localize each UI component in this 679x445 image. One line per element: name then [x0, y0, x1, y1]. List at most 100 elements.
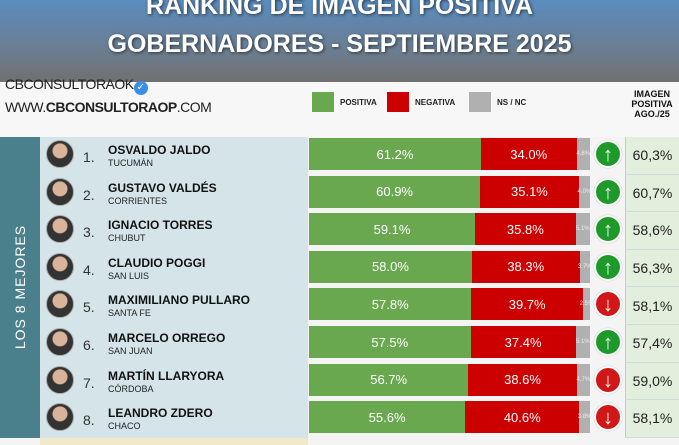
bar-positive: 56.7% — [309, 363, 469, 396]
bar-nsnc: 5.1% — [575, 213, 590, 246]
bar-positive: 57.8% — [309, 288, 472, 321]
rank: 1. — [83, 149, 95, 165]
table-row: 2. GUSTAVO VALDÉS CORRIENTES 60.9% 35.1%… — [40, 174, 679, 213]
table-row: 7. MARTÍN LLARYORA CÓRDOBA 56.7% 38.6% 4… — [40, 362, 679, 401]
bar-positive: 58.0% — [309, 250, 472, 283]
brand-url: WWW.CBCONSULTORAOP.COM — [5, 99, 212, 115]
bar-negative: 38.6% — [468, 363, 577, 396]
bar-nsnc: 2.5% — [580, 288, 593, 321]
stacked-bar: 57.8% 39.7% 2.5% — [309, 288, 593, 321]
province: SAN JUAN — [108, 346, 153, 356]
bar-nsnc: 3.8% — [578, 401, 592, 434]
bar-nsnc: 3.7% — [578, 250, 592, 283]
avatar — [46, 290, 74, 319]
bar-nsnc: 4.8% — [576, 138, 590, 170]
legend-label: POSITIVA — [340, 97, 377, 107]
legend-negativa: NEGATIVA — [387, 92, 455, 112]
prev-value: 59,0% — [625, 362, 679, 401]
prev-column-header: IMAGEN POSITIVA AGO./25 — [631, 89, 673, 119]
avatar — [46, 328, 74, 356]
avatar — [46, 177, 74, 206]
avatar — [46, 403, 74, 432]
group-label: LOS 8 MEJORES — [12, 224, 28, 350]
legend-swatch — [469, 92, 491, 112]
province: SANTA FE — [108, 308, 151, 319]
bar-positive: 59.1% — [309, 213, 476, 246]
province: TUCUMÁN — [108, 158, 153, 168]
table-row: 1. OSVALDO JALDO TUCUMÁN 61.2% 34.0% 4.8… — [40, 137, 679, 175]
bar-negative: 39.7% — [471, 288, 583, 321]
rows-background — [40, 137, 308, 438]
legend-positiva: POSITIVA — [312, 92, 377, 112]
table-row: 4. CLAUDIO POGGI SAN LUIS 58.0% 38.3% 3.… — [40, 249, 679, 288]
legend-nsnc: NS / NC — [469, 92, 526, 112]
table-row: 6. MARCELO ORREGO SAN JUAN 57.5% 37.4% 5… — [40, 325, 679, 363]
url-bold: CBCONSULTORAOP — [45, 99, 177, 115]
governor-name: IGNACIO TORRES — [108, 218, 213, 233]
bar-positive: 60.9% — [309, 175, 481, 208]
prev-value: 58,1% — [625, 400, 679, 438]
province: CHUBUT — [108, 233, 146, 244]
province: CÓRDOBA — [108, 383, 154, 394]
rank: 2. — [83, 186, 95, 203]
header-band — [0, 82, 679, 137]
stacked-bar: 56.7% 38.6% 4.7% — [309, 363, 590, 396]
stacked-bar: 58.0% 38.3% 3.7% — [309, 250, 592, 283]
province: CHACO — [108, 421, 141, 432]
avatar — [46, 215, 74, 244]
next-group-row — [40, 438, 308, 445]
bar-nsnc: 4.7% — [577, 363, 590, 396]
table-row: 5. MAXIMILIANO PULLARO SANTA FE 57.8% 39… — [40, 287, 679, 325]
bar-negative: 40.6% — [465, 401, 580, 434]
rank: 4. — [83, 261, 95, 278]
legend-swatch — [387, 92, 409, 112]
brand-handle: CBCONSULTORAOK ✓ — [5, 76, 148, 95]
stacked-bar: 55.6% 40.6% 3.8% — [309, 401, 592, 434]
legend-label: NEGATIVA — [415, 97, 456, 107]
bar-negative: 35.8% — [475, 213, 576, 246]
bar-negative: 38.3% — [471, 250, 580, 283]
avatar — [46, 252, 74, 281]
arrow-up-icon: ↑ — [594, 328, 622, 356]
stacked-bar: 60.9% 35.1% 4.0% — [309, 175, 591, 208]
governor-name: LEANDRO ZDERO — [108, 406, 213, 421]
governor-name: CLAUDIO POGGI — [108, 255, 206, 270]
rank: 7. — [83, 374, 95, 391]
province: SAN LUIS — [108, 270, 150, 281]
governor-name: MAXIMILIANO PULLARO — [108, 293, 250, 308]
title-banner: RANKING DE IMAGEN POSITIVA GOBERNADORES … — [0, 0, 679, 82]
stacked-bar: 59.1% 35.8% 5.1% — [309, 213, 590, 246]
governor-name: OSVALDO JALDO — [108, 143, 211, 157]
url-prefix: WWW. — [5, 99, 46, 115]
governor-name: MARTÍN LLARYORA — [108, 368, 225, 383]
arrow-up-icon: ↑ — [594, 140, 622, 168]
arrow-up-icon: ↑ — [594, 215, 622, 244]
arrow-down-icon: ↓ — [594, 403, 622, 432]
arrow-down-icon: ↓ — [594, 290, 622, 319]
title-line-1: RANKING DE IMAGEN POSITIVA — [145, 0, 534, 20]
brand-handle-text: CBCONSULTORAOK — [5, 76, 134, 92]
url-suffix: .COM — [176, 99, 212, 115]
avatar — [46, 365, 74, 394]
bar-nsnc: 5.1% — [575, 326, 590, 358]
bar-positive: 57.5% — [309, 326, 471, 358]
prev-value: 58,6% — [625, 212, 679, 250]
rank: 6. — [83, 337, 95, 353]
prev-value: 60,3% — [625, 137, 679, 175]
stacked-bar: 57.5% 37.4% 5.1% — [309, 326, 590, 358]
prev-value: 56,3% — [625, 249, 679, 288]
table-row: 3. IGNACIO TORRES CHUBUT 59.1% 35.8% 5.1… — [40, 212, 679, 250]
governor-name: GUSTAVO VALDÉS — [108, 180, 217, 195]
bar-nsnc: 4.0% — [578, 175, 591, 208]
arrow-down-icon: ↓ — [594, 365, 622, 394]
arrow-up-icon: ↑ — [594, 252, 622, 281]
bar-negative: 34.0% — [480, 138, 577, 170]
avatar — [46, 140, 74, 168]
province: CORRIENTES — [108, 195, 168, 206]
title-line-2: GOBERNADORES - SEPTIEMBRE 2025 — [107, 30, 572, 58]
stacked-bar: 61.2% 34.0% 4.8% — [309, 138, 590, 170]
rank: 8. — [83, 412, 95, 429]
prev-value: 57,4% — [625, 325, 679, 363]
bar-positive: 61.2% — [309, 138, 481, 170]
prev-value: 60,7% — [625, 174, 679, 213]
